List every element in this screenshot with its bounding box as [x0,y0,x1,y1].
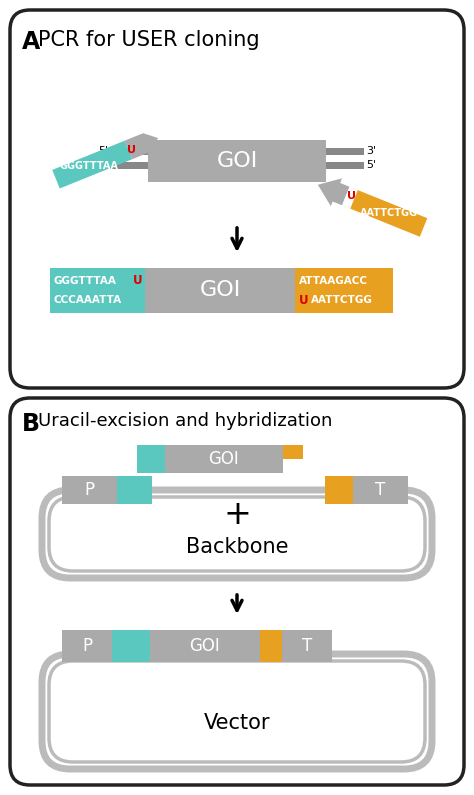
FancyBboxPatch shape [10,10,464,388]
Text: CCCAAATTA: CCCAAATTA [54,296,122,305]
Bar [260,630,282,662]
Bar [326,148,364,155]
Bar [283,445,303,459]
Bar [117,476,152,504]
Text: P: P [84,481,94,499]
Bar [165,445,283,473]
Bar [110,148,148,155]
Bar [145,268,295,313]
Bar [50,268,145,313]
Text: U: U [299,294,309,307]
Text: PCR for USER cloning: PCR for USER cloning [38,30,260,50]
Text: GOI: GOI [209,450,239,468]
Text: T: T [375,481,386,499]
Text: AATTCTGG: AATTCTGG [360,208,418,219]
Text: GGGTTTAA: GGGTTTAA [54,276,117,285]
Polygon shape [125,134,158,159]
Bar [326,162,364,169]
Bar [148,140,326,182]
Bar [150,630,260,662]
Text: P: P [82,637,92,655]
Text: Uracil-excision and hybridization: Uracil-excision and hybridization [38,412,332,430]
Text: GGGTTTAA: GGGTTTAA [59,161,118,171]
Text: U: U [128,145,137,155]
Text: AATTCTGG: AATTCTGG [311,296,373,305]
Bar [137,445,165,473]
Text: ATTAAGACC: ATTAAGACC [299,276,368,285]
Text: B: B [22,412,40,436]
Bar [52,141,132,188]
Text: Vector: Vector [204,713,270,733]
Text: GOI: GOI [216,151,258,171]
Text: Backbone: Backbone [186,537,288,557]
FancyBboxPatch shape [49,497,425,571]
Bar [350,190,427,237]
Text: A: A [22,30,40,54]
Bar [295,268,393,313]
Bar [325,476,353,504]
Bar [353,476,408,504]
Text: 5': 5' [98,146,108,156]
Text: +: + [223,498,251,532]
FancyBboxPatch shape [42,490,432,578]
Text: GOI: GOI [200,281,241,301]
Bar [112,630,150,662]
FancyBboxPatch shape [42,654,432,769]
Text: U: U [133,274,143,287]
Text: 5': 5' [366,160,376,170]
FancyBboxPatch shape [10,398,464,785]
Text: U: U [346,192,356,201]
Bar [62,476,117,504]
Bar [110,162,148,169]
Text: GOI: GOI [190,637,220,655]
Text: T: T [302,637,312,655]
FancyBboxPatch shape [49,661,425,762]
Bar [62,630,112,662]
Text: 3': 3' [366,146,376,156]
Polygon shape [318,178,349,206]
Text: 3': 3' [98,160,108,170]
Bar [282,630,332,662]
